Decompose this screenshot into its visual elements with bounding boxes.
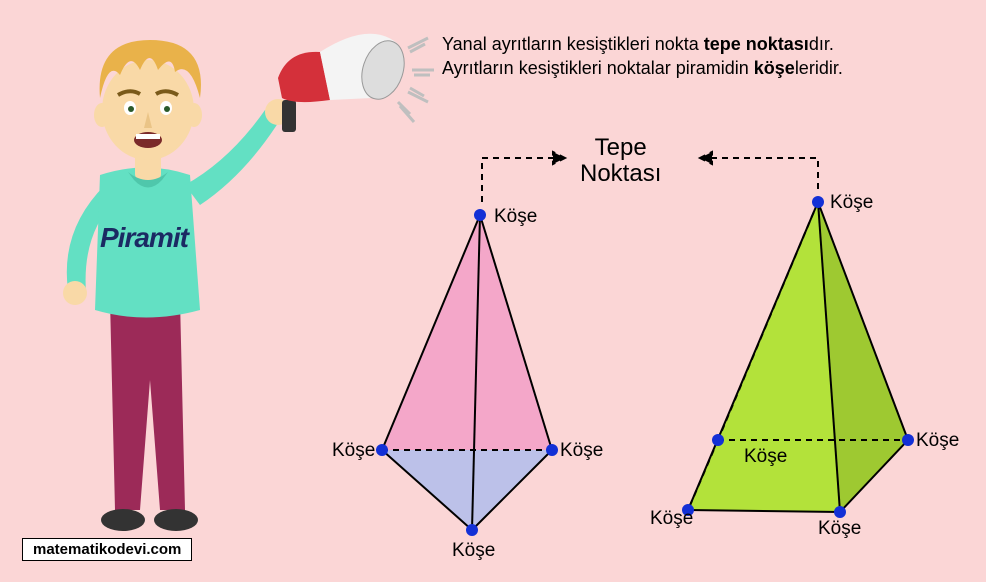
- vertex-dot: [546, 444, 558, 456]
- vertex-dot: [466, 524, 478, 536]
- ear-left: [94, 103, 110, 127]
- vertex-label: Köşe: [494, 206, 537, 228]
- description-line-1: Yanal ayrıtların kesiştikleri nokta tepe…: [442, 32, 962, 56]
- eye-left-pupil: [128, 106, 134, 112]
- teeth: [136, 134, 160, 139]
- eye-right-pupil: [164, 106, 170, 112]
- text: leridir.: [795, 58, 843, 78]
- bold-text: tepe noktası: [704, 34, 809, 54]
- infographic-canvas: Piramit matematikodevi.com Yanal ayrıtla…: [0, 0, 986, 582]
- vertex-dot: [834, 506, 846, 518]
- shoe-left: [101, 509, 145, 531]
- vertex-label: Köşe: [560, 440, 603, 462]
- megaphone-handle: [282, 100, 296, 132]
- vertex-label: Köşe: [916, 430, 959, 452]
- vertex-dot: [712, 434, 724, 446]
- text: Ayrıtların kesiştikleri noktalar piramid…: [442, 58, 754, 78]
- description-text: Yanal ayrıtların kesiştikleri nokta tepe…: [442, 32, 962, 81]
- text: dır.: [809, 34, 834, 54]
- vertex-label: Köşe: [650, 508, 693, 530]
- ear-right: [186, 103, 202, 127]
- vertex-dot: [474, 209, 486, 221]
- apex-label: Tepe Noktası: [580, 135, 661, 188]
- vertex-label: Köşe: [452, 540, 495, 562]
- vertex-dot: [376, 444, 388, 456]
- text: Yanal ayrıtların kesiştikleri nokta: [442, 34, 704, 54]
- vertex-dot: [902, 434, 914, 446]
- shoe-right: [154, 509, 198, 531]
- description-line-2: Ayrıtların kesiştikleri noktalar piramid…: [442, 56, 962, 80]
- vertex-label: Köşe: [744, 446, 787, 468]
- website-badge: matematikodevi.com: [22, 538, 192, 561]
- hand-left: [63, 281, 87, 305]
- main-svg: [0, 0, 986, 582]
- megaphone-button: [300, 70, 312, 82]
- vertex-label: Köşe: [332, 440, 375, 462]
- bold-text: köşe: [754, 58, 795, 78]
- vertex-label: Köşe: [830, 192, 873, 214]
- vertex-dot: [812, 196, 824, 208]
- vertex-label: Köşe: [818, 518, 861, 540]
- shirt-text: Piramit: [100, 222, 188, 254]
